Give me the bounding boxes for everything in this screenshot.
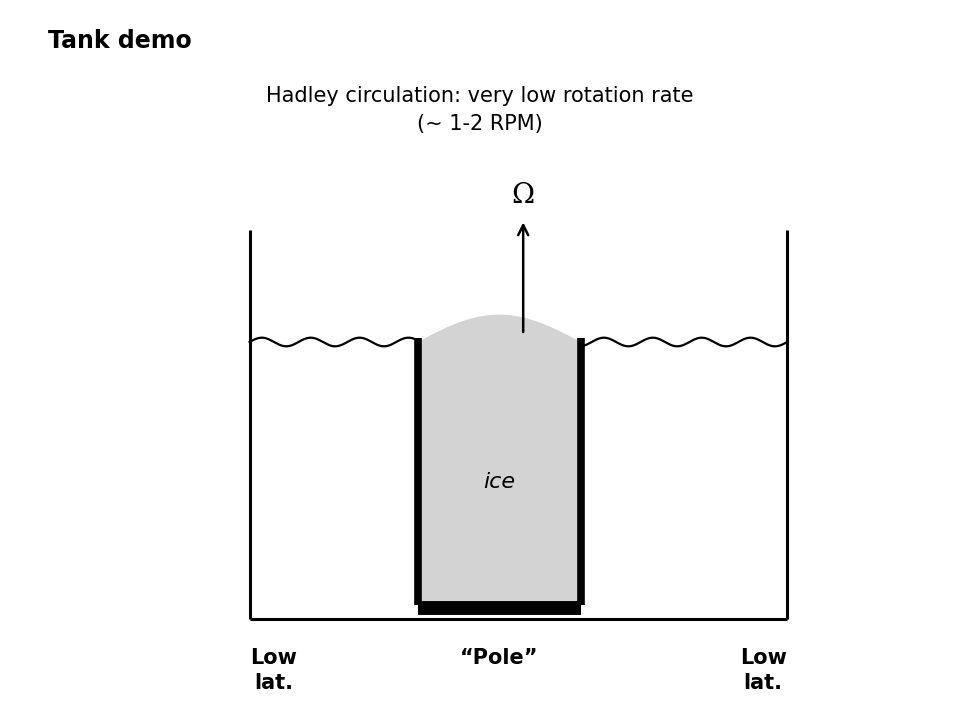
Text: Low
lat.: Low lat. xyxy=(740,648,786,693)
Polygon shape xyxy=(418,315,581,608)
Text: Tank demo: Tank demo xyxy=(48,29,192,53)
Text: Low
lat.: Low lat. xyxy=(251,648,297,693)
Text: ice: ice xyxy=(483,472,516,492)
Text: “Pole”: “Pole” xyxy=(460,648,539,668)
Text: Hadley circulation: very low rotation rate
(~ 1-2 RPM): Hadley circulation: very low rotation ra… xyxy=(266,86,694,135)
Text: Ω: Ω xyxy=(512,181,535,209)
